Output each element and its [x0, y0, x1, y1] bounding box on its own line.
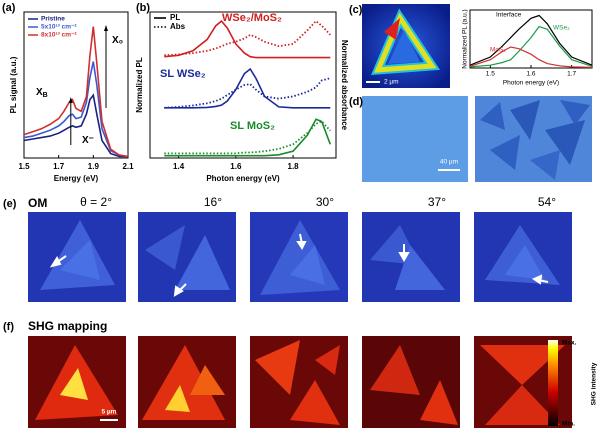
panel-label: (e) — [3, 198, 17, 210]
plot-frame — [149, 11, 337, 159]
angle-label: 37° — [428, 195, 446, 209]
plot-frame — [23, 11, 129, 159]
y-axis-label: Normalized PL — [135, 57, 144, 113]
x-tick-label: 1.7 — [567, 71, 576, 78]
annotation: X⁻ — [82, 135, 94, 146]
panel-label: (a) — [2, 2, 16, 14]
arrow-head — [68, 97, 73, 103]
om-images-e — [28, 212, 572, 302]
y-axis-label: Normalized PL (a.u.) — [462, 9, 469, 68]
series-label: MoS₂ — [490, 47, 506, 54]
annotation-text: X⁻ — [82, 135, 94, 146]
panel-label: (c) — [349, 4, 363, 16]
y2-axis-label: Normalized absorbance — [340, 40, 349, 131]
x-tick-label: 1.6 — [526, 71, 535, 78]
angle-label: 16° — [204, 195, 222, 209]
series-line — [164, 77, 331, 109]
annotation-sub: B — [43, 92, 48, 99]
series-label: Interface — [496, 12, 522, 19]
om-images-d — [362, 96, 592, 182]
arrow-head — [104, 25, 108, 31]
series-label: SL MoS₂ — [230, 120, 275, 132]
x-tick-label: 2.1 — [122, 162, 134, 171]
x-axis-label: Photon energy (eV) — [206, 174, 280, 183]
series-line — [164, 19, 331, 59]
scale-label: 2 µm — [384, 79, 399, 86]
angle-label: θ = 2° — [80, 195, 112, 209]
x-tick-label: 1.5 — [18, 162, 30, 171]
x-tick-label: 1.8 — [288, 162, 300, 171]
panel-label: (d) — [349, 96, 363, 108]
angle-label: 30° — [316, 195, 334, 209]
x-tick-label: 1.6 — [230, 162, 242, 171]
legend-label: Abs — [170, 22, 186, 31]
x-tick-label: 1.9 — [88, 162, 100, 171]
series-line — [164, 67, 331, 109]
row-label: SHG mapping — [28, 319, 107, 333]
x-axis-label: Energy (eV) — [54, 174, 99, 183]
scale-label: 40 µm — [440, 159, 458, 166]
series-label: WSe₂/MoS₂ — [222, 12, 282, 24]
panel-label: (f) — [3, 321, 14, 333]
scale-label: 5 µm — [102, 409, 117, 416]
y-axis-label: PL signal (a.u.) — [9, 56, 18, 113]
panel-label: (b) — [136, 2, 150, 14]
colorbar-max: Max. — [562, 340, 577, 347]
legend-label: Pristine — [41, 16, 65, 23]
x-axis-label: Photon energy (eV) — [503, 80, 559, 87]
annotation: XB — [36, 87, 48, 99]
series-line — [164, 118, 332, 157]
row-label: OM — [28, 196, 47, 210]
legend-label: 8x10¹³ cm⁻² — [41, 32, 77, 39]
series-line — [469, 14, 593, 66]
legend-label: PL — [170, 13, 180, 22]
annotation-text: X₀ — [112, 35, 123, 46]
x-tick-label: 1.4 — [173, 162, 185, 171]
annotation-text: X — [36, 87, 43, 98]
series-line — [469, 46, 593, 68]
series-label: SL WSe₂ — [160, 68, 206, 80]
series-line — [23, 26, 129, 158]
legend-label: 5x10¹³ cm⁻² — [41, 24, 77, 31]
series-line — [23, 93, 128, 158]
series-line — [469, 25, 593, 68]
series-label: WSe₂ — [553, 25, 570, 32]
x-tick-label: 1.7 — [53, 162, 65, 171]
pl-map — [362, 4, 450, 88]
series-line — [23, 61, 129, 158]
colorbar-label: SHG intensity — [591, 362, 598, 405]
colorbar-min: Min. — [562, 421, 575, 428]
x-tick-label: 1.5 — [486, 71, 495, 78]
angle-label: 54° — [538, 195, 556, 209]
shg-maps — [28, 336, 572, 428]
annotation: X₀ — [112, 35, 123, 46]
